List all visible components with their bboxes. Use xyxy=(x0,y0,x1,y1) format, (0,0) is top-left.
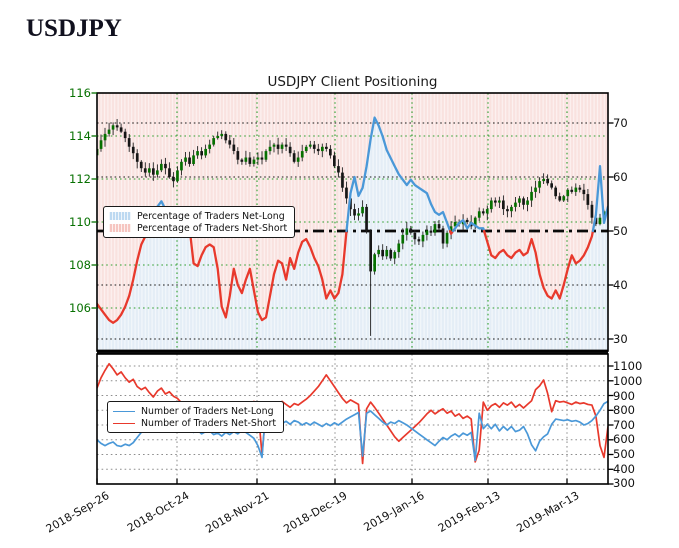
panel-separator xyxy=(97,349,608,355)
instrument-title: USDJPY xyxy=(26,15,122,42)
legend-row: Number of Traders Net-Short xyxy=(113,417,276,429)
netlong-pct-label: Percentage of Traders Net-Long xyxy=(137,210,285,222)
y-count-tick: 300 xyxy=(613,476,635,490)
y-count-tick: 400 xyxy=(613,462,635,476)
axis-ticks xyxy=(91,92,614,485)
y-pct-tick: 30 xyxy=(613,332,628,346)
legend-row: Number of Traders Net-Long xyxy=(113,405,276,417)
chart-title: USDJPY Client Positioning xyxy=(267,74,438,90)
y-count-tick: 700 xyxy=(613,418,635,432)
legend-row: Percentage of Traders Net-Short xyxy=(109,222,287,234)
sentiment-fill-above xyxy=(97,93,608,323)
y-price-tick: 106 xyxy=(69,301,91,315)
legend-row: Percentage of Traders Net-Long xyxy=(109,210,287,222)
legend-trader-counts: Number of Traders Net-Long Number of Tra… xyxy=(107,401,285,433)
netlong-pct-swatch xyxy=(109,212,131,220)
grid-top xyxy=(97,93,608,351)
y-pct-tick: 70 xyxy=(613,116,628,130)
sentiment-fill-below xyxy=(97,117,608,351)
netshort-pct-label: Percentage of Traders Net-Short xyxy=(137,222,288,234)
y-count-tick: 1100 xyxy=(613,359,643,373)
y-count-tick: 800 xyxy=(613,403,635,417)
y-price-tick: 108 xyxy=(69,258,91,272)
y-price-tick: 116 xyxy=(69,86,91,100)
netshort-pct-swatch xyxy=(109,224,131,232)
legend-sentiment: Percentage of Traders Net-Long Percentag… xyxy=(103,206,296,238)
netlong-count-swatch xyxy=(113,410,135,412)
y-pct-tick: 60 xyxy=(613,170,628,184)
netshort-count-swatch xyxy=(113,422,135,424)
y-pct-tick: 40 xyxy=(613,278,628,292)
sentiment-fills xyxy=(97,93,608,351)
netlong-count-label: Number of Traders Net-Long xyxy=(141,405,274,417)
y-pct-tick: 50 xyxy=(613,224,628,238)
y-count-tick: 900 xyxy=(613,389,635,403)
netshort-count-label: Number of Traders Net-Short xyxy=(141,417,277,429)
y-count-tick: 500 xyxy=(613,447,635,461)
y-count-tick: 1000 xyxy=(613,374,643,388)
y-price-tick: 112 xyxy=(69,172,91,186)
y-price-tick: 110 xyxy=(69,215,91,229)
y-count-tick: 600 xyxy=(613,432,635,446)
pct-netlong-line xyxy=(97,116,608,324)
y-price-tick: 114 xyxy=(69,129,91,143)
